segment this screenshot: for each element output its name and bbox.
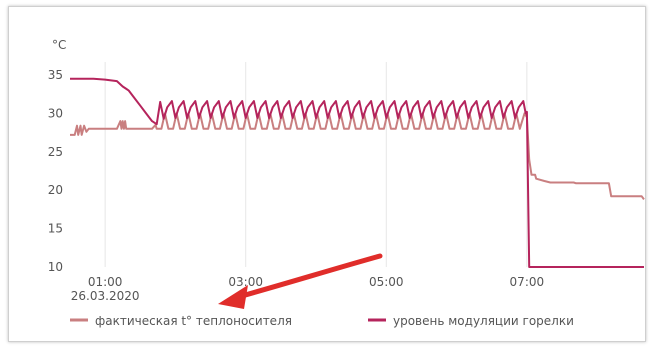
series-fact-temperature-line <box>70 112 645 200</box>
x-tick-sublabel: 26.03.2020 <box>71 289 140 303</box>
x-tick-label: 07:00 <box>510 275 545 289</box>
legend-label-modulation: уровень модуляции горелки <box>393 314 574 328</box>
y-tick-label: 30 <box>48 106 63 120</box>
chart-card <box>8 6 646 342</box>
x-tick-label: 05:00 <box>369 275 404 289</box>
series-lines <box>70 77 645 268</box>
unit-label: °C <box>52 38 66 52</box>
y-tick-label: 10 <box>48 260 63 274</box>
arrow-head <box>218 285 248 309</box>
legend-label-fact: фактическая t° теплоносителя <box>95 314 292 328</box>
y-tick-label: 15 <box>48 222 63 236</box>
x-tick-label: 01:00 <box>88 275 123 289</box>
x-tick-label: 03:00 <box>228 275 263 289</box>
y-tick-label: 25 <box>48 145 63 159</box>
annotation-arrow <box>218 253 383 309</box>
legend: фактическая t° теплоносителя уровень мод… <box>70 314 574 328</box>
grid <box>104 62 528 267</box>
y-tick-label: 35 <box>48 68 63 82</box>
arrow-shaft <box>235 253 383 300</box>
y-axis: 10 15 20 25 30 35 <box>48 68 63 274</box>
y-tick-label: 20 <box>48 183 63 197</box>
series-modulation-line <box>70 77 644 268</box>
